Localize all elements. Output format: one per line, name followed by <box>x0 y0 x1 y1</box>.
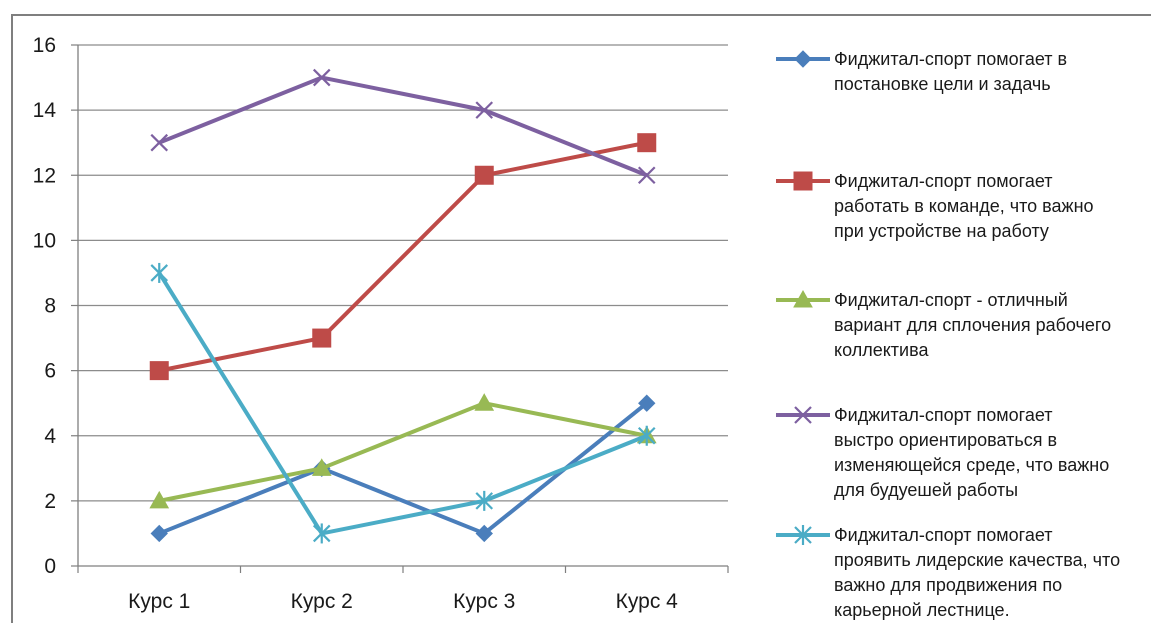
x-tick-label: Курс 3 <box>453 590 515 613</box>
legend: Фиджитал-спорт помогает в постановке цели… <box>776 49 1120 620</box>
legend-label-line: работать в команде, что важно <box>834 196 1094 216</box>
series-line-4 <box>158 75 648 178</box>
data-point-series-4 <box>475 101 494 119</box>
x-tick-label: Курс 4 <box>616 590 679 613</box>
legend-label-line: постановке цели и задачь <box>834 74 1051 94</box>
chart-frame <box>11 14 1151 623</box>
series-line-5 <box>157 271 648 536</box>
legend-entry-1: Фиджитал-спорт помогает в постановке цели… <box>776 49 1067 94</box>
legend-label-line: Фиджитал-спорт - отличный <box>834 290 1068 310</box>
legend-label-line: выстро ориентироваться в <box>834 430 1057 450</box>
data-point-series-5 <box>150 262 169 283</box>
legend-entry-4: Фиджитал-спорт помогает выстро ориентиров… <box>776 405 1109 500</box>
legend-entry-5: Фиджитал-спорт помогает проявить лидерски… <box>776 525 1120 620</box>
legend-label-line: Фиджитал-спорт помогает <box>834 525 1053 545</box>
legend-label-line: карьерной лестнице. <box>834 600 1010 620</box>
legend-label-line: для будуешей работы <box>834 480 1018 500</box>
legend-label-line: изменяющейся среде, что важно <box>834 455 1109 475</box>
legend-marker <box>794 406 812 424</box>
legend-label-line: Фиджитал-спорт помогает <box>834 405 1053 425</box>
legend-label-line: вариант для сплочения рабочего <box>834 315 1111 335</box>
data-point-series-2 <box>637 133 657 153</box>
data-point-series-4 <box>312 68 331 87</box>
y-tick-label: 4 <box>44 425 56 448</box>
data-point-series-1 <box>150 524 168 543</box>
series-line-3 <box>158 401 648 503</box>
legend-label-line: проявить лидерские качества, что <box>834 550 1120 570</box>
legend-label-line: коллектива <box>834 340 929 360</box>
legend-label-line: при устройстве на работу <box>834 221 1049 241</box>
legend-label-line: важно для продвижения по <box>834 575 1062 595</box>
data-point-series-5 <box>475 490 494 511</box>
x-tick-label: Курс 2 <box>291 590 353 613</box>
data-point-series-3 <box>474 393 495 411</box>
data-point-series-3 <box>149 490 170 509</box>
y-tick-label: 16 <box>33 34 56 57</box>
data-point-series-1 <box>638 394 656 412</box>
y-tick-label: 10 <box>33 229 56 252</box>
data-point-series-2 <box>149 361 169 381</box>
legend-marker <box>794 525 812 545</box>
y-tick-label: 14 <box>33 99 57 122</box>
data-point-series-4 <box>150 133 169 152</box>
y-tick-label: 6 <box>44 360 56 383</box>
axes: 0 2 4 6 8 10 12 14 16 Курс 1 Курс 2 Курс 3 Курс 4 <box>33 34 729 613</box>
legend-label-line: Фиджитал-спорт помогает <box>834 171 1053 191</box>
data-point-series-3 <box>311 458 332 476</box>
data-point-series-2 <box>312 328 332 348</box>
series-line-2 <box>158 140 648 373</box>
x-tick-label: Курс 1 <box>128 590 190 613</box>
legend-marker <box>793 171 813 191</box>
y-tick-label: 8 <box>44 295 56 318</box>
data-point-series-4 <box>637 166 656 185</box>
legend-marker <box>794 50 812 68</box>
data-point-series-2 <box>474 165 494 185</box>
legend-entry-2: Фиджитал-спорт помогает работать в команд… <box>776 171 1094 241</box>
series-lines <box>149 68 657 544</box>
data-point-series-5 <box>637 425 656 446</box>
data-point-series-5 <box>312 523 331 544</box>
y-tick-label: 0 <box>44 555 56 578</box>
y-tick-label: 2 <box>44 490 56 513</box>
y-tick-label: 12 <box>33 164 56 187</box>
legend-marker <box>793 289 813 308</box>
legend-entry-3: Фиджитал-спорт - отличный вариант для спл… <box>776 289 1111 360</box>
data-point-series-1 <box>475 524 493 543</box>
legend-label-line: Фиджитал-спорт помогает в <box>834 49 1067 69</box>
